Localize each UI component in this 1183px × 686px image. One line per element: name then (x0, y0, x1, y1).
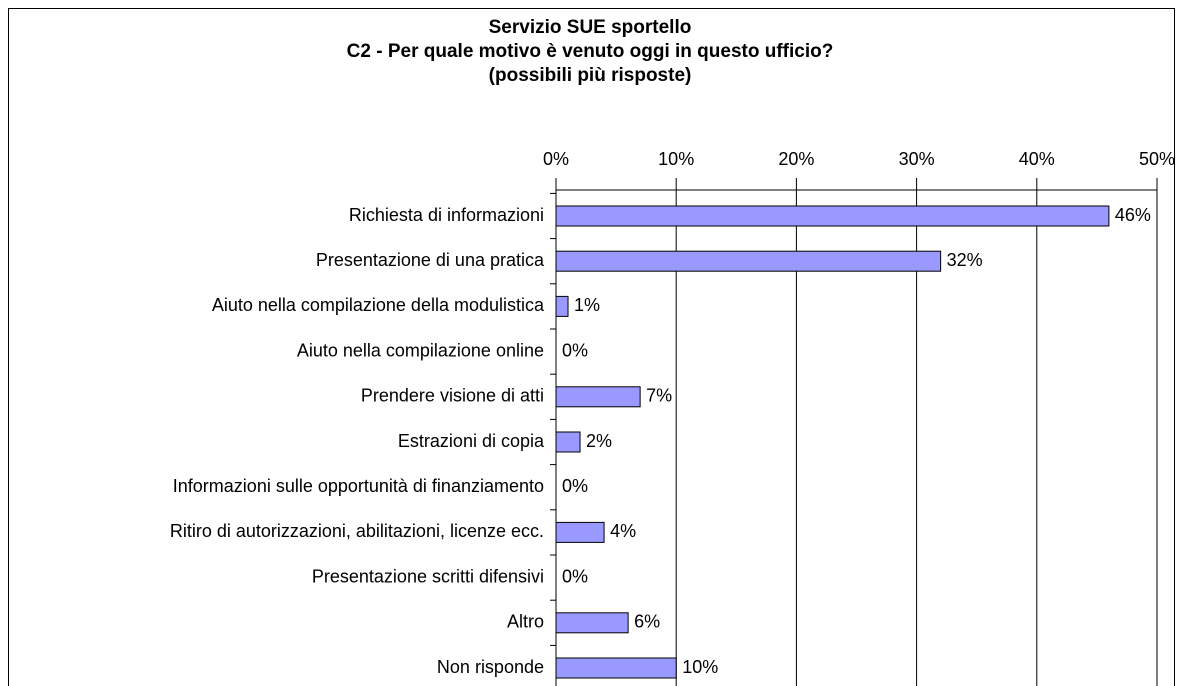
category-label: Richiesta di informazioni (349, 205, 544, 225)
bar (555, 295, 569, 317)
bar (555, 431, 581, 453)
value-label: 6% (634, 612, 660, 632)
value-label: 32% (947, 250, 983, 270)
bar (555, 386, 641, 408)
category-label: Ritiro di autorizzazioni, abilitazioni, … (170, 521, 544, 541)
value-label: 0% (562, 476, 588, 496)
chart-title: C2 - Per quale motivo è venuto oggi in q… (347, 41, 834, 62)
bar (555, 250, 942, 272)
x-tick-label: 50% (1139, 149, 1175, 169)
bar (555, 657, 677, 679)
category-label: Estrazioni di copia (398, 431, 545, 451)
category-label: Presentazione di una pratica (316, 250, 545, 270)
value-label: 7% (646, 386, 672, 406)
value-label: 0% (562, 340, 588, 360)
value-label: 46% (1115, 205, 1151, 225)
chart-title: (possibili più risposte) (489, 65, 692, 86)
category-label: Aiuto nella compilazione online (297, 340, 544, 360)
value-label: 10% (682, 657, 718, 677)
category-label: Informazioni sulle opportunità di finanz… (173, 476, 544, 496)
chart-frame (8, 8, 1175, 686)
category-label: Non risponde (437, 657, 544, 677)
bar (555, 521, 605, 543)
category-label: Altro (507, 612, 544, 632)
x-tick-label: 40% (1019, 149, 1055, 169)
x-tick-label: 0% (543, 149, 569, 169)
x-tick-label: 20% (778, 149, 814, 169)
value-label: 4% (610, 521, 636, 541)
bar (555, 205, 1110, 227)
chart-title: Servizio SUE sportello (489, 17, 692, 38)
x-tick-label: 10% (658, 149, 694, 169)
category-label: Presentazione scritti difensivi (312, 566, 544, 586)
category-label: Prendere visione di atti (361, 386, 544, 406)
value-label: 0% (562, 566, 588, 586)
bar (555, 612, 629, 634)
category-label: Aiuto nella compilazione della modulisti… (212, 295, 545, 315)
value-label: 2% (586, 431, 612, 451)
x-tick-label: 30% (899, 149, 935, 169)
value-label: 1% (574, 295, 600, 315)
